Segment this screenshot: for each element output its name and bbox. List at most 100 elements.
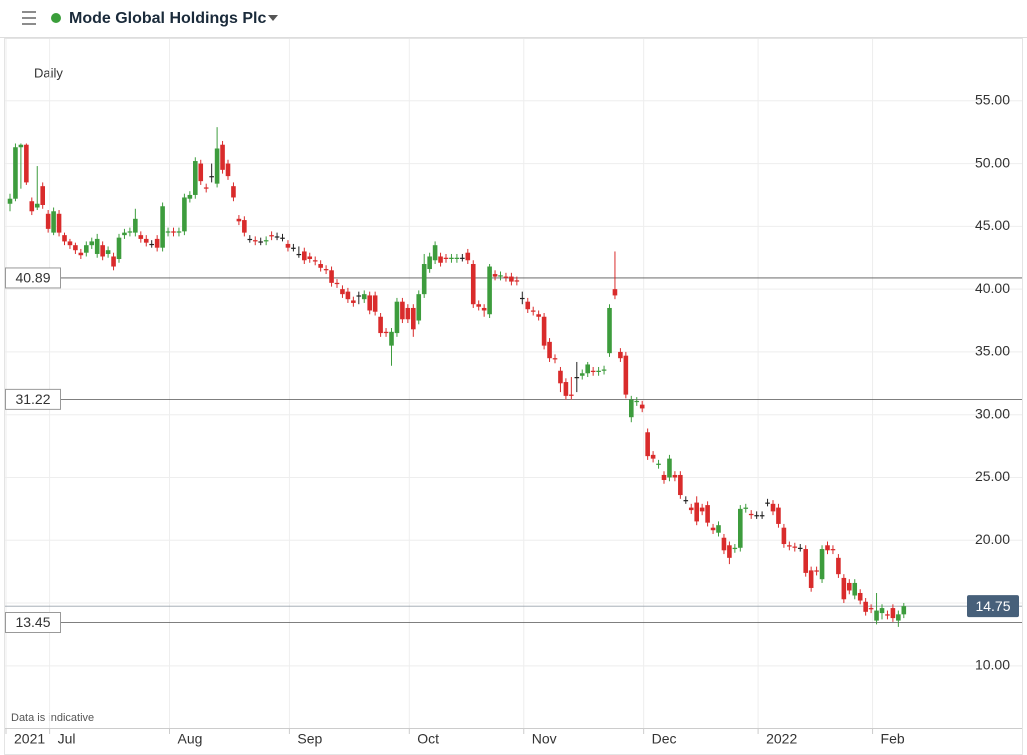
candle-body bbox=[89, 241, 95, 246]
candle-body bbox=[56, 213, 62, 233]
candle-body bbox=[481, 307, 487, 311]
candle-body bbox=[656, 463, 661, 465]
candle-body bbox=[530, 310, 536, 312]
candle-body bbox=[78, 252, 84, 256]
candle-body bbox=[547, 341, 552, 359]
candle-body bbox=[885, 614, 890, 616]
y-tick-label: 30.00 bbox=[975, 405, 1010, 421]
price-line-label: 40.89 bbox=[15, 270, 50, 286]
candle-body bbox=[509, 276, 514, 282]
interval-label: Daily bbox=[34, 65, 63, 80]
candle-body bbox=[678, 474, 683, 496]
candle-body bbox=[100, 245, 105, 257]
price-line-label: 13.45 bbox=[15, 614, 50, 630]
candle-body bbox=[7, 198, 13, 204]
menu-icon[interactable] bbox=[22, 11, 36, 25]
candle-body bbox=[803, 549, 808, 573]
candle-body bbox=[596, 370, 601, 372]
candle-body bbox=[258, 241, 263, 243]
candle-body bbox=[236, 218, 242, 222]
x-tick-label: 2021 bbox=[14, 731, 45, 747]
candle-body bbox=[378, 316, 383, 334]
candle-body bbox=[896, 614, 901, 621]
candle-body bbox=[427, 256, 432, 270]
candle-body bbox=[792, 546, 798, 548]
candle-body bbox=[340, 289, 345, 295]
candle-body bbox=[814, 570, 819, 572]
candle-body bbox=[683, 500, 689, 502]
candle-body bbox=[830, 549, 836, 551]
price-line-label-box bbox=[5, 267, 61, 289]
candle-body bbox=[716, 525, 721, 533]
candle-body bbox=[94, 238, 100, 254]
candle-body bbox=[214, 148, 220, 184]
x-tick-label: Jul bbox=[58, 731, 76, 747]
candle-body bbox=[18, 144, 24, 148]
candle-body bbox=[171, 231, 176, 233]
candle-body bbox=[220, 144, 225, 170]
candle-body bbox=[193, 161, 198, 195]
x-tick-label: Oct bbox=[417, 731, 439, 747]
candle-body bbox=[765, 502, 770, 504]
candle-body bbox=[574, 377, 580, 379]
candle-body bbox=[372, 295, 378, 312]
candle-body bbox=[819, 549, 825, 580]
candle-body bbox=[269, 235, 274, 237]
candle-body bbox=[122, 232, 127, 236]
candle-body bbox=[29, 201, 35, 212]
candle-body bbox=[394, 301, 400, 334]
candle-body bbox=[449, 257, 454, 259]
candle-body bbox=[558, 370, 563, 384]
candle-body bbox=[231, 186, 236, 198]
candle-body bbox=[443, 257, 449, 259]
candle-body bbox=[318, 264, 323, 268]
y-tick-label: 50.00 bbox=[975, 154, 1010, 170]
candle-body bbox=[487, 266, 492, 315]
candle-body bbox=[165, 231, 171, 233]
x-tick-label: 2022 bbox=[766, 731, 797, 747]
candle-body bbox=[890, 608, 896, 619]
candle-body bbox=[302, 251, 307, 261]
dropdown-caret[interactable] bbox=[268, 15, 278, 21]
candle-body bbox=[274, 236, 280, 238]
candle-body bbox=[699, 507, 705, 512]
candle-body bbox=[590, 370, 596, 372]
candle-body bbox=[247, 238, 253, 241]
candle-body bbox=[825, 545, 830, 551]
candle-body bbox=[738, 508, 743, 548]
candle-body bbox=[639, 404, 645, 409]
candle-body bbox=[62, 235, 67, 242]
candle-body bbox=[138, 235, 144, 239]
candle-body bbox=[727, 545, 732, 558]
candle-body bbox=[607, 307, 612, 354]
price-line-label: 31.22 bbox=[15, 391, 50, 407]
x-tick-label: Aug bbox=[178, 731, 203, 747]
candle-body bbox=[852, 582, 858, 596]
candle-body bbox=[857, 592, 863, 601]
candle-body bbox=[209, 176, 214, 178]
candle-body bbox=[127, 231, 133, 233]
candle-body bbox=[569, 394, 574, 396]
candle-body bbox=[476, 304, 481, 307]
candle-body bbox=[498, 275, 503, 277]
candle-body bbox=[133, 218, 138, 233]
candle-body bbox=[405, 307, 411, 320]
candle-body bbox=[105, 250, 111, 254]
y-tick-label: 25.00 bbox=[975, 468, 1010, 484]
candle-body bbox=[563, 382, 569, 396]
candle-body bbox=[421, 264, 427, 295]
candle-body bbox=[187, 194, 193, 199]
candle-body bbox=[743, 507, 749, 509]
candle-body bbox=[514, 280, 520, 282]
candle-body bbox=[623, 355, 629, 395]
candle-body bbox=[67, 241, 73, 246]
last-price-label: 14.75 bbox=[975, 598, 1010, 614]
last-price-box bbox=[967, 595, 1019, 618]
candle-body bbox=[759, 515, 765, 517]
candle-body bbox=[252, 240, 258, 242]
candle-body bbox=[836, 557, 841, 575]
candle-body bbox=[541, 316, 547, 346]
instrument-title[interactable]: Mode Global Holdings Plc bbox=[69, 10, 266, 27]
